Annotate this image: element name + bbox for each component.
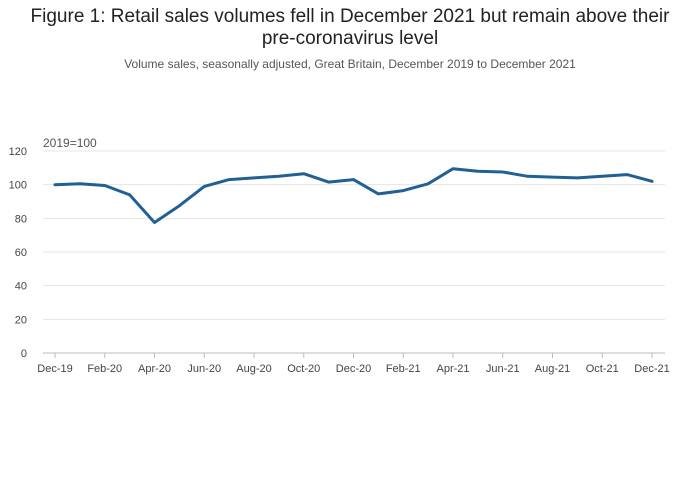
x-tick-label: Aug-21 (535, 363, 570, 375)
x-tick-label: Feb-21 (386, 363, 421, 375)
data-point (476, 170, 480, 173)
x-tick-label: Dec-20 (336, 363, 371, 375)
x-tick-label: Apr-21 (436, 363, 469, 375)
x-tick-label: Feb-20 (87, 363, 122, 375)
y-tick-label: 40 (15, 281, 27, 293)
data-point (377, 192, 380, 196)
data-point (53, 183, 57, 186)
data-point (551, 175, 554, 179)
data-point (203, 185, 206, 188)
data-point (153, 221, 156, 224)
data-point (601, 175, 604, 178)
data-point (426, 182, 430, 186)
y-tick-label: 60 (15, 247, 27, 259)
chart-title: Figure 1: Retail sales volumes fell in D… (0, 6, 700, 50)
x-tick-label: Oct-21 (586, 363, 619, 375)
x-tick-label: Oct-20 (287, 363, 320, 375)
x-tick-label: Dec-19 (37, 363, 72, 375)
data-point (78, 182, 82, 186)
data-point (252, 176, 256, 180)
x-axis-ticks: Dec-19 Feb-20 Apr-20 Jun-20 Aug-20 Oct-20 Dec-… (37, 353, 670, 375)
y-axis-ticks: 0 20 40 60 80 100 120 (9, 146, 27, 360)
x-tick-label: Jun-21 (486, 363, 520, 375)
chart-subtitle: Volume sales, seasonally adjusted, Great… (124, 57, 576, 71)
data-point (327, 180, 330, 184)
chart-title-line-2: pre-coronavirus level (261, 28, 439, 49)
data-point (650, 180, 654, 183)
y-tick-label: 80 (15, 213, 27, 225)
y-tick-label: 0 (21, 348, 27, 360)
series-layer (53, 167, 654, 224)
data-point (526, 175, 529, 178)
y-tick-label: 20 (15, 314, 27, 326)
data-point (128, 193, 131, 196)
x-tick-label: Jun-20 (187, 363, 221, 375)
y-tick-label: 100 (9, 180, 27, 192)
y-tick-label: 120 (9, 146, 27, 158)
x-tick-label: Apr-20 (138, 363, 171, 375)
data-point (227, 178, 231, 181)
data-point (451, 167, 455, 170)
data-point (277, 175, 281, 178)
data-point (576, 176, 579, 180)
data-point (302, 172, 305, 175)
data-point (625, 173, 629, 176)
data-point (103, 184, 106, 187)
data-point (178, 204, 181, 207)
y-axis-unit-label: 2019=100 (43, 136, 97, 150)
x-tick-label: Aug-20 (236, 363, 271, 375)
data-point (402, 189, 405, 192)
data-point (501, 170, 504, 174)
series-line (53, 167, 654, 224)
chart-title-line-1: Figure 1: Retail sales volumes fell in D… (30, 6, 670, 27)
data-point (352, 178, 355, 181)
x-tick-label: Dec-21 (634, 363, 669, 375)
